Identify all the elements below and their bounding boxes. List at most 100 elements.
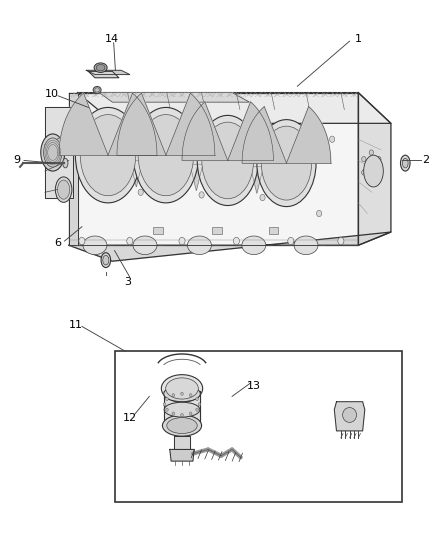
Circle shape bbox=[338, 237, 344, 245]
Ellipse shape bbox=[197, 115, 258, 206]
Ellipse shape bbox=[202, 122, 254, 199]
Ellipse shape bbox=[161, 375, 203, 402]
Polygon shape bbox=[45, 108, 73, 198]
Bar bbox=[212, 227, 222, 233]
Circle shape bbox=[189, 393, 192, 397]
Circle shape bbox=[369, 150, 374, 155]
Polygon shape bbox=[174, 436, 190, 449]
Polygon shape bbox=[99, 93, 250, 102]
Ellipse shape bbox=[138, 115, 194, 196]
Circle shape bbox=[233, 237, 240, 245]
Polygon shape bbox=[59, 93, 108, 155]
Circle shape bbox=[172, 393, 175, 397]
Ellipse shape bbox=[55, 177, 72, 203]
Text: 12: 12 bbox=[123, 413, 137, 423]
Polygon shape bbox=[69, 232, 391, 261]
Polygon shape bbox=[69, 93, 78, 245]
Polygon shape bbox=[69, 93, 358, 245]
Polygon shape bbox=[86, 70, 130, 75]
Ellipse shape bbox=[44, 138, 62, 167]
Circle shape bbox=[369, 176, 374, 182]
Circle shape bbox=[166, 408, 168, 411]
Circle shape bbox=[308, 125, 313, 132]
Ellipse shape bbox=[80, 115, 136, 196]
Polygon shape bbox=[228, 102, 273, 160]
Circle shape bbox=[86, 115, 91, 121]
Text: 6: 6 bbox=[54, 238, 61, 248]
Text: 13: 13 bbox=[247, 381, 261, 391]
Circle shape bbox=[92, 125, 98, 132]
Circle shape bbox=[260, 195, 265, 201]
Polygon shape bbox=[166, 93, 215, 155]
Ellipse shape bbox=[133, 236, 157, 255]
Text: 2: 2 bbox=[422, 156, 429, 165]
Polygon shape bbox=[190, 164, 203, 191]
Ellipse shape bbox=[242, 236, 266, 255]
Circle shape bbox=[362, 157, 366, 162]
Circle shape bbox=[127, 237, 133, 245]
Ellipse shape bbox=[133, 108, 198, 203]
Text: 9: 9 bbox=[13, 156, 20, 165]
Ellipse shape bbox=[101, 253, 111, 268]
Ellipse shape bbox=[400, 155, 410, 171]
Polygon shape bbox=[334, 402, 365, 431]
Ellipse shape bbox=[364, 155, 383, 187]
Ellipse shape bbox=[294, 236, 318, 255]
Polygon shape bbox=[182, 102, 228, 160]
Ellipse shape bbox=[257, 119, 316, 207]
Polygon shape bbox=[242, 107, 286, 163]
Ellipse shape bbox=[343, 408, 357, 422]
Ellipse shape bbox=[261, 126, 311, 200]
Ellipse shape bbox=[103, 255, 109, 265]
Text: 10: 10 bbox=[44, 89, 58, 99]
Ellipse shape bbox=[164, 402, 200, 417]
Text: 3: 3 bbox=[124, 277, 131, 287]
Circle shape bbox=[377, 169, 381, 175]
Ellipse shape bbox=[166, 378, 198, 399]
Ellipse shape bbox=[96, 64, 105, 71]
Circle shape bbox=[166, 398, 168, 401]
Circle shape bbox=[362, 169, 366, 175]
Polygon shape bbox=[286, 107, 331, 163]
Circle shape bbox=[181, 392, 184, 395]
Circle shape bbox=[196, 408, 198, 411]
Ellipse shape bbox=[187, 236, 212, 255]
Polygon shape bbox=[170, 449, 194, 461]
Bar bbox=[153, 227, 163, 233]
Ellipse shape bbox=[94, 63, 107, 72]
Ellipse shape bbox=[93, 86, 101, 93]
Circle shape bbox=[79, 237, 85, 245]
Circle shape bbox=[377, 157, 381, 162]
Polygon shape bbox=[108, 93, 157, 155]
Ellipse shape bbox=[403, 158, 408, 168]
Circle shape bbox=[189, 412, 192, 415]
Circle shape bbox=[163, 403, 166, 406]
Polygon shape bbox=[164, 391, 200, 423]
Circle shape bbox=[138, 189, 143, 196]
Circle shape bbox=[288, 237, 294, 245]
Ellipse shape bbox=[167, 418, 197, 433]
Circle shape bbox=[329, 136, 335, 142]
Ellipse shape bbox=[95, 88, 99, 92]
Ellipse shape bbox=[83, 236, 107, 255]
Text: 14: 14 bbox=[105, 34, 120, 44]
Ellipse shape bbox=[164, 386, 200, 402]
Bar bbox=[268, 227, 278, 233]
Polygon shape bbox=[358, 93, 391, 245]
Polygon shape bbox=[251, 167, 263, 193]
Circle shape bbox=[317, 211, 322, 216]
Circle shape bbox=[181, 414, 184, 417]
Text: 11: 11 bbox=[68, 320, 82, 330]
Ellipse shape bbox=[63, 158, 68, 168]
Ellipse shape bbox=[57, 180, 70, 199]
Ellipse shape bbox=[75, 108, 141, 203]
Text: 1: 1 bbox=[355, 34, 362, 44]
Polygon shape bbox=[130, 160, 143, 187]
Circle shape bbox=[172, 412, 175, 415]
Polygon shape bbox=[78, 93, 391, 123]
Circle shape bbox=[179, 237, 185, 245]
Bar bbox=[115, 351, 402, 503]
Circle shape bbox=[199, 192, 204, 198]
Ellipse shape bbox=[162, 415, 201, 436]
Polygon shape bbox=[88, 71, 119, 78]
